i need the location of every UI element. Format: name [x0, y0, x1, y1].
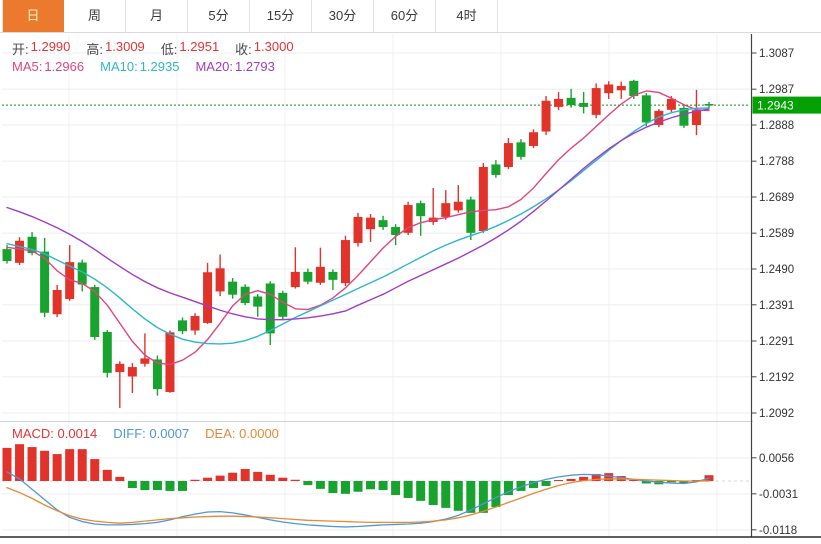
svg-text:1.2391: 1.2391 — [759, 300, 794, 312]
tab-30min[interactable]: 30分 — [312, 0, 374, 32]
candles-group — [2, 79, 714, 408]
ma5-line — [6, 90, 710, 366]
macd-value: MACD: 0.0014 — [12, 426, 98, 441]
close-readout: 收: 1.3000 — [235, 39, 294, 57]
ma-readout: MA5: 1.2966 MA10: 1.2935 MA20: 1.2793 — [12, 59, 275, 74]
high-readout: 高: 1.3009 — [86, 39, 145, 57]
svg-text:1.3087: 1.3087 — [759, 48, 794, 60]
ma10-line — [6, 107, 710, 345]
svg-text:-0.0118: -0.0118 — [759, 525, 797, 537]
ma20-line — [6, 108, 710, 321]
tab-month[interactable]: 月 — [126, 0, 188, 32]
open-readout: 开: 1.2990 — [12, 39, 71, 57]
macd-histogram — [2, 444, 714, 513]
tab-15min[interactable]: 15分 — [250, 0, 312, 32]
ma5-readout: MA5: 1.2966 — [12, 59, 85, 74]
ma10-readout: MA10: 1.2935 — [100, 59, 180, 74]
svg-text:1.2291: 1.2291 — [759, 336, 794, 348]
dea-line — [6, 478, 710, 524]
svg-text:1.2490: 1.2490 — [759, 264, 794, 276]
svg-text:1.2192: 1.2192 — [759, 372, 794, 384]
svg-text:1.2589: 1.2589 — [759, 228, 794, 240]
svg-text:1.2888: 1.2888 — [759, 120, 794, 132]
svg-text:1.2788: 1.2788 — [759, 156, 794, 168]
timeframe-tabbar: 日 周 月 5分 15分 30分 60分 4时 — [0, 0, 821, 33]
ohlc-readout: 开: 1.2990 高: 1.3009 低: 1.2951 收: 1.3000 — [12, 39, 294, 58]
ma20-readout: MA20: 1.2793 — [195, 59, 275, 74]
svg-text:1.2689: 1.2689 — [759, 192, 794, 204]
svg-text:1.2987: 1.2987 — [759, 84, 794, 96]
svg-text:0.0056: 0.0056 — [759, 453, 794, 465]
tab-60min[interactable]: 60分 — [374, 0, 436, 32]
diff-line — [6, 471, 710, 528]
svg-text:1.2943: 1.2943 — [757, 99, 794, 113]
tab-5min[interactable]: 5分 — [188, 0, 250, 32]
tab-4hour[interactable]: 4时 — [436, 0, 498, 32]
dea-value: DEA: 0.0000 — [205, 426, 279, 441]
current-price-tag — [752, 96, 821, 114]
macd-readout: MACD: 0.0014 DIFF: 0.0007 DEA: 0.0000 — [12, 426, 279, 441]
tab-day[interactable]: 日 — [2, 0, 64, 32]
svg-text:-0.0031: -0.0031 — [759, 489, 798, 501]
svg-text:1.2092: 1.2092 — [759, 408, 794, 420]
tab-week[interactable]: 周 — [64, 0, 126, 32]
diff-value: DIFF: 0.0007 — [113, 426, 190, 441]
low-readout: 低: 1.2951 — [160, 39, 220, 57]
